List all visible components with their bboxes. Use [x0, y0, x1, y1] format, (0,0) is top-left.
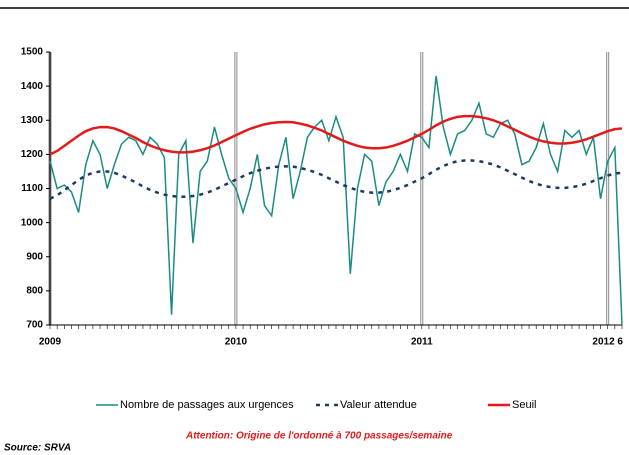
y-tick-label: 1300	[21, 115, 44, 126]
y-tick-label: 1500	[21, 47, 44, 58]
x-tick-label: 2012 6	[592, 337, 623, 348]
y-tick-label: 1100	[21, 183, 43, 194]
x-tick-label: 2010	[225, 337, 248, 348]
y-tick-label: 1000	[21, 217, 44, 228]
legend-label: Seuil	[512, 399, 536, 411]
legend-label: Nombre de passages aux urgences	[120, 399, 294, 411]
x-tick-label: 2009	[39, 337, 62, 348]
x-tick-label: 2011	[411, 337, 433, 348]
source: Source: SRVA	[4, 443, 71, 454]
y-tick-label: 800	[26, 286, 43, 297]
series-line	[49, 114, 623, 156]
y-tick-label: 1400	[21, 81, 44, 92]
series-line	[49, 159, 623, 200]
series-line	[49, 75, 623, 326]
y-tick-label: 1200	[21, 149, 44, 160]
legend-label: Valeur attendue	[340, 399, 417, 411]
y-tick-label: 700	[26, 320, 43, 331]
y-tick-label: 900	[26, 251, 43, 262]
note: Attention: Origine de l'ordonné à 700 pa…	[185, 431, 453, 442]
